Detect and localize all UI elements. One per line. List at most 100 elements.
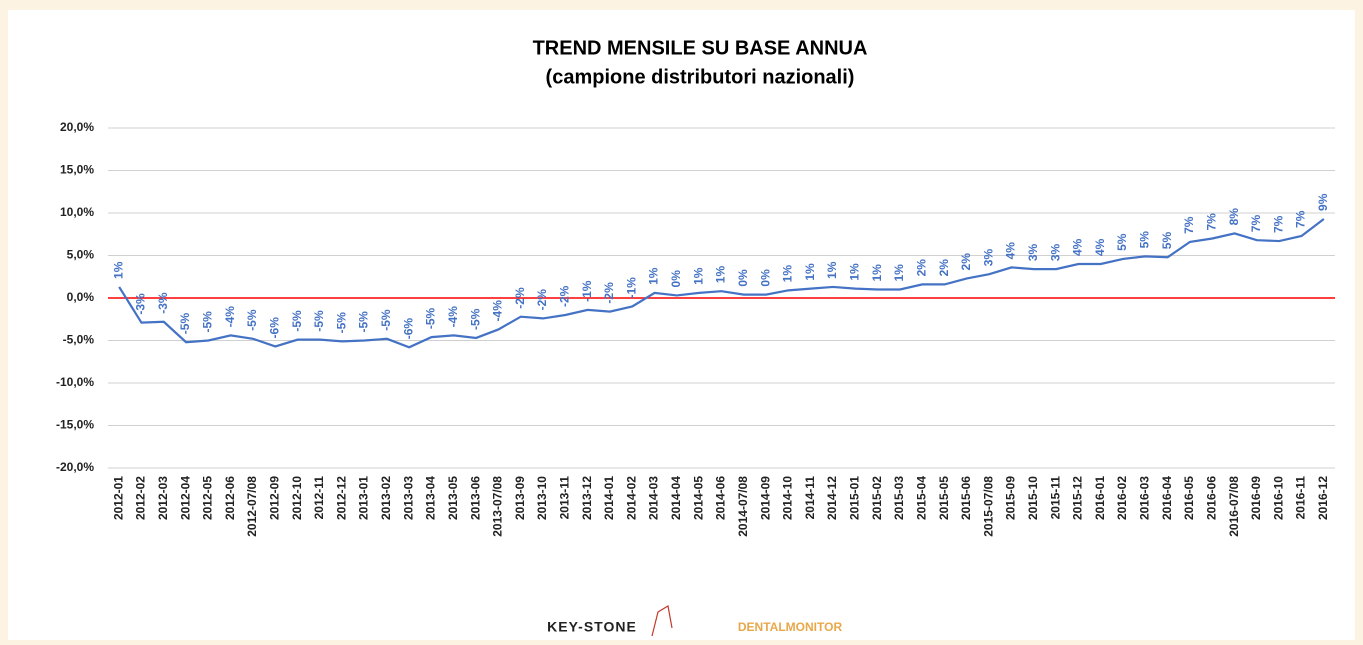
data-label: 7% bbox=[1271, 215, 1285, 233]
data-label: 1% bbox=[892, 264, 906, 282]
x-tick-label: 2014-03 bbox=[647, 476, 661, 520]
data-label: 7% bbox=[1249, 215, 1263, 233]
data-label: -6% bbox=[267, 317, 281, 339]
data-label: -2% bbox=[513, 287, 527, 309]
x-tick-label: 2014-11 bbox=[803, 476, 817, 520]
data-label: 9% bbox=[1316, 193, 1330, 211]
data-label: 0% bbox=[736, 269, 750, 287]
x-tick-label: 2014-06 bbox=[714, 476, 728, 520]
logo-keystone: KEY-STONE bbox=[547, 619, 637, 635]
data-label: 0% bbox=[669, 270, 683, 288]
data-label: -5% bbox=[379, 309, 393, 331]
data-label: -2% bbox=[602, 282, 616, 304]
x-tick-label: 2013-01 bbox=[357, 476, 371, 520]
x-tick-label: 2014-01 bbox=[602, 476, 616, 520]
x-tick-label: 2014-02 bbox=[624, 476, 638, 520]
data-label: 7% bbox=[1204, 213, 1218, 231]
data-label: 4% bbox=[1093, 238, 1107, 256]
x-tick-label: 2013-11 bbox=[558, 476, 572, 520]
x-tick-label: 2016-11 bbox=[1294, 476, 1308, 520]
x-tick-label: 2016-07/08 bbox=[1227, 476, 1241, 537]
x-tick-label: 2015-06 bbox=[959, 476, 973, 520]
data-label: -5% bbox=[424, 307, 438, 329]
data-label: 2% bbox=[914, 259, 928, 277]
data-label: -4% bbox=[446, 306, 460, 328]
x-tick-label: 2015-01 bbox=[848, 476, 862, 520]
x-tick-label: 2013-10 bbox=[535, 476, 549, 520]
x-tick-label: 2012-07/08 bbox=[245, 476, 259, 537]
data-label: 1% bbox=[825, 261, 839, 279]
data-label: 1% bbox=[870, 264, 884, 282]
x-tick-label: 2015-09 bbox=[1004, 476, 1018, 520]
x-tick-label: 2012-10 bbox=[290, 476, 304, 520]
data-label: -5% bbox=[312, 310, 326, 332]
data-label: 1% bbox=[781, 265, 795, 283]
x-tick-label: 2012-09 bbox=[267, 476, 281, 520]
data-label: -5% bbox=[245, 309, 259, 331]
x-tick-label: 2013-05 bbox=[446, 476, 460, 520]
logo-icon bbox=[651, 605, 673, 637]
x-tick-label: 2013-06 bbox=[468, 476, 482, 520]
x-tick-label: 2012-03 bbox=[156, 476, 170, 520]
x-tick-label: 2014-12 bbox=[825, 476, 839, 520]
chart-panel bbox=[8, 10, 1355, 640]
data-label: -1% bbox=[580, 280, 594, 302]
x-tick-label: 2013-12 bbox=[580, 476, 594, 520]
data-label: 3% bbox=[1048, 243, 1062, 261]
y-tick-label: 5,0% bbox=[67, 248, 95, 262]
x-tick-label: 2012-11 bbox=[312, 476, 326, 520]
y-tick-label: -10,0% bbox=[56, 375, 94, 389]
data-label: -3% bbox=[134, 293, 148, 315]
data-label: -5% bbox=[290, 310, 304, 332]
x-tick-label: 2014-07/08 bbox=[736, 476, 750, 537]
data-label: -1% bbox=[624, 277, 638, 299]
data-label: 8% bbox=[1227, 208, 1241, 226]
x-tick-label: 2015-10 bbox=[1026, 476, 1040, 520]
x-tick-label: 2016-01 bbox=[1093, 476, 1107, 520]
data-label: -6% bbox=[401, 318, 415, 340]
data-label: 5% bbox=[1160, 232, 1174, 250]
chart-title: TREND MENSILE SU BASE ANNUA bbox=[533, 37, 868, 59]
data-label: 7% bbox=[1294, 210, 1308, 228]
data-label: -5% bbox=[334, 312, 348, 334]
data-label: -2% bbox=[535, 289, 549, 311]
x-tick-label: 2014-05 bbox=[691, 476, 705, 520]
data-label: -2% bbox=[558, 285, 572, 307]
data-label: 1% bbox=[848, 263, 862, 281]
data-label: 1% bbox=[714, 266, 728, 284]
x-tick-label: 2016-05 bbox=[1182, 476, 1196, 520]
x-tick-label: 2012-06 bbox=[223, 476, 237, 520]
x-tick-label: 2015-05 bbox=[937, 476, 951, 520]
chart-subtitle: (campione distributori nazionali) bbox=[546, 66, 855, 88]
x-tick-label: 2012-12 bbox=[334, 476, 348, 520]
data-label: -5% bbox=[178, 313, 192, 335]
x-tick-label: 2013-03 bbox=[401, 476, 415, 520]
data-label: 1% bbox=[803, 263, 817, 281]
data-label: -5% bbox=[201, 311, 215, 333]
data-label: -5% bbox=[468, 308, 482, 330]
data-label: 2% bbox=[959, 253, 973, 271]
data-label: 5% bbox=[1138, 231, 1152, 249]
data-label: 4% bbox=[1004, 242, 1018, 260]
data-line bbox=[118, 218, 1325, 349]
data-label: -4% bbox=[223, 306, 237, 328]
data-label: 1% bbox=[691, 267, 705, 285]
x-tick-label: 2012-02 bbox=[134, 476, 148, 520]
x-tick-label: 2016-12 bbox=[1316, 476, 1330, 520]
x-tick-label: 2015-07/08 bbox=[981, 476, 995, 537]
x-tick-label: 2015-12 bbox=[1071, 476, 1085, 520]
data-label: 7% bbox=[1182, 216, 1196, 234]
x-tick-label: 2012-05 bbox=[201, 476, 215, 520]
data-label: 3% bbox=[981, 249, 995, 267]
y-tick-label: 0,0% bbox=[67, 290, 95, 304]
x-tick-label: 2015-03 bbox=[892, 476, 906, 520]
x-tick-label: 2016-10 bbox=[1271, 476, 1285, 520]
x-tick-label: 2016-09 bbox=[1249, 476, 1263, 520]
data-label: -4% bbox=[491, 300, 505, 322]
data-label: -3% bbox=[156, 292, 170, 314]
x-tick-label: 2013-04 bbox=[424, 476, 438, 520]
x-tick-label: 2014-04 bbox=[669, 476, 683, 520]
x-tick-label: 2013-09 bbox=[513, 476, 527, 520]
data-label: 1% bbox=[647, 267, 661, 285]
x-tick-label: 2014-09 bbox=[758, 476, 772, 520]
